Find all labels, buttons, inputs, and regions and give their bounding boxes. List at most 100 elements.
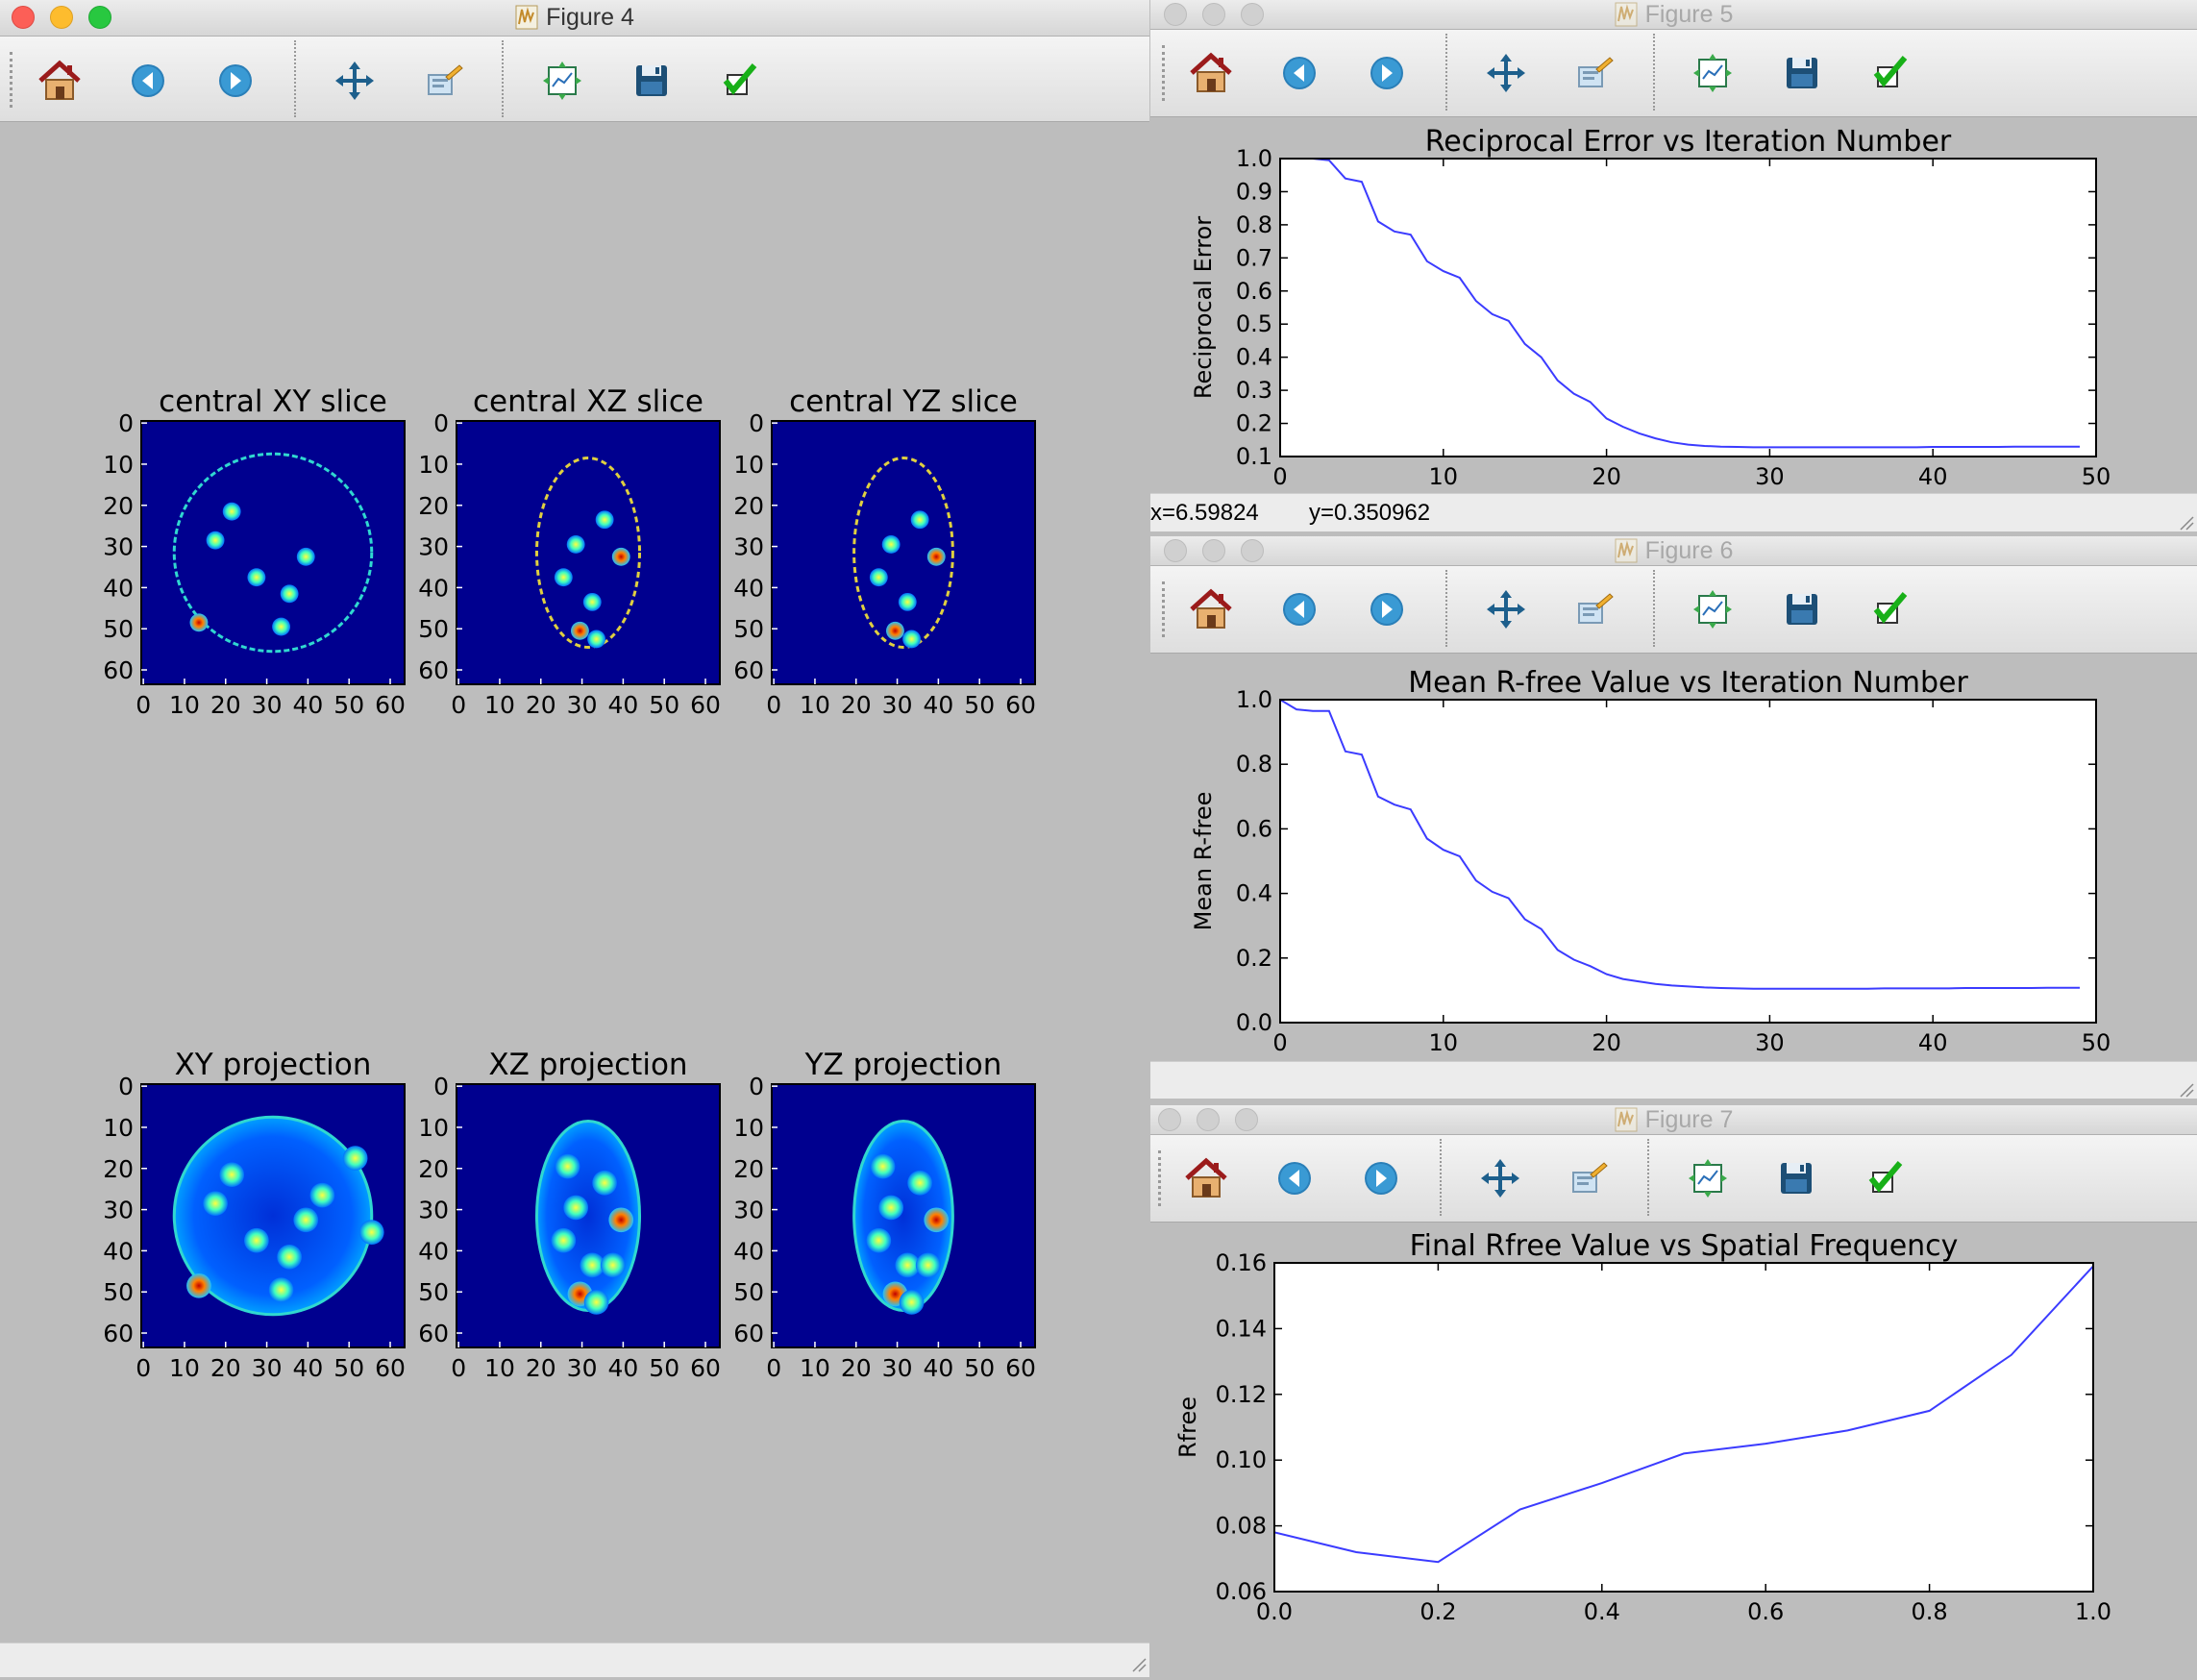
y-tick-label: 0.10 bbox=[1216, 1446, 1267, 1473]
figure7-window: Figure 7 0.0 0.2 0.4 0.6 0.8 1.0 0.06 0.08 0.10 0… bbox=[1150, 1105, 2197, 1676]
back-arrow-icon bbox=[1278, 1162, 1311, 1195]
image-panel[interactable] bbox=[771, 1083, 1036, 1348]
save-button[interactable] bbox=[625, 54, 679, 108]
y-tick-label: 30 bbox=[418, 533, 449, 561]
configure-subplots-button[interactable] bbox=[1562, 1151, 1616, 1205]
configure-subplots-button[interactable] bbox=[1568, 582, 1621, 636]
toolbar-grip[interactable] bbox=[10, 52, 18, 108]
close-button[interactable] bbox=[12, 6, 35, 29]
save-icon bbox=[1787, 594, 1817, 625]
minimize-button[interactable] bbox=[1202, 539, 1225, 562]
image-panel[interactable] bbox=[140, 420, 406, 685]
resize-grip-icon[interactable] bbox=[2177, 513, 2194, 531]
home-button[interactable] bbox=[33, 54, 86, 108]
cursor-y-readout: y=0.350962 bbox=[1309, 500, 1431, 526]
edit-check-button[interactable] bbox=[1858, 1151, 1912, 1205]
pan-button[interactable] bbox=[1479, 46, 1533, 100]
density-blob bbox=[358, 1220, 384, 1245]
zoom-rect-button[interactable] bbox=[1686, 46, 1740, 100]
toolbar-separator bbox=[1653, 570, 1655, 647]
back-arrow-button[interactable] bbox=[121, 54, 175, 108]
save-button[interactable] bbox=[1775, 582, 1829, 636]
density-blob bbox=[592, 1170, 617, 1196]
y-tick-label: 10 bbox=[418, 1114, 449, 1142]
x-tick-label: 20 bbox=[841, 1354, 872, 1382]
toolbar-grip[interactable] bbox=[1162, 581, 1171, 637]
zoom-rect-button[interactable] bbox=[1681, 1151, 1735, 1205]
density-blob bbox=[899, 1290, 925, 1315]
resize-grip-icon[interactable] bbox=[2177, 1080, 2194, 1098]
sample-outline bbox=[852, 457, 954, 649]
x-tick-label: 20 bbox=[210, 691, 241, 719]
save-button[interactable] bbox=[1769, 1151, 1823, 1205]
pan-button[interactable] bbox=[1479, 582, 1533, 636]
density-blob bbox=[247, 568, 266, 587]
home-button[interactable] bbox=[1184, 46, 1238, 100]
y-tick-label: 40 bbox=[103, 574, 134, 602]
figure6-window: Figure 6 0 10 20 30 40 50 0.0 0.2 0.4 0.6 0.8 1.0 Me… bbox=[1150, 536, 2197, 1099]
y-tick-label: 30 bbox=[418, 1197, 449, 1224]
zoom-button[interactable] bbox=[1241, 539, 1264, 562]
image-panel[interactable] bbox=[140, 1083, 406, 1348]
close-button[interactable] bbox=[1164, 3, 1187, 26]
density-blob bbox=[293, 1207, 319, 1233]
forward-arrow-button[interactable] bbox=[209, 54, 262, 108]
figure5-titlebar[interactable]: Figure 5 bbox=[1150, 0, 2197, 30]
x-tick-label: 0 bbox=[766, 691, 781, 719]
image-panel[interactable] bbox=[771, 420, 1036, 685]
plot-area[interactable] bbox=[1274, 1263, 2093, 1592]
zoom-button[interactable] bbox=[1235, 1108, 1258, 1131]
edit-check-button[interactable] bbox=[1863, 582, 1916, 636]
home-button[interactable] bbox=[1179, 1151, 1233, 1205]
configure-subplots-button[interactable] bbox=[417, 54, 471, 108]
plot-area[interactable] bbox=[1280, 159, 2096, 457]
zoom-rect-button[interactable] bbox=[1686, 582, 1740, 636]
minimize-button[interactable] bbox=[1202, 3, 1225, 26]
close-button[interactable] bbox=[1158, 1108, 1181, 1131]
figure6-titlebar[interactable]: Figure 6 bbox=[1150, 536, 2197, 566]
density-blob bbox=[203, 1191, 228, 1216]
resize-grip-icon[interactable] bbox=[1129, 1655, 1147, 1672]
edit-check-button[interactable] bbox=[712, 54, 766, 108]
y-tick-label: 30 bbox=[733, 1197, 764, 1224]
forward-arrow-button[interactable] bbox=[1360, 46, 1414, 100]
x-tick-label: 60 bbox=[690, 691, 721, 719]
forward-arrow-button[interactable] bbox=[1360, 582, 1414, 636]
x-tick-label: 40 bbox=[292, 691, 323, 719]
y-tick-label: 0.6 bbox=[1236, 278, 1272, 305]
pan-button[interactable] bbox=[1473, 1151, 1527, 1205]
density-blob bbox=[296, 547, 315, 566]
minimize-button[interactable] bbox=[1197, 1108, 1220, 1131]
save-button[interactable] bbox=[1775, 46, 1829, 100]
back-arrow-button[interactable] bbox=[1268, 1151, 1321, 1205]
density-blob bbox=[869, 568, 888, 587]
image-panel[interactable] bbox=[456, 1083, 721, 1348]
toolbar-grip[interactable] bbox=[1162, 45, 1171, 101]
density-blob bbox=[571, 621, 589, 640]
figure7-canvas: 0.0 0.2 0.4 0.6 0.8 1.0 0.06 0.08 0.10 0.12 0.14 0.… bbox=[1150, 1223, 2197, 1676]
image-panel[interactable] bbox=[456, 420, 721, 685]
back-arrow-button[interactable] bbox=[1272, 582, 1326, 636]
pan-button[interactable] bbox=[328, 54, 382, 108]
zoom-button[interactable] bbox=[1241, 3, 1264, 26]
plot-area[interactable] bbox=[1280, 700, 2096, 1023]
home-button[interactable] bbox=[1184, 582, 1238, 636]
back-arrow-button[interactable] bbox=[1272, 46, 1326, 100]
y-tick-label: 0.1 bbox=[1236, 443, 1272, 470]
minimize-button[interactable] bbox=[50, 6, 73, 29]
zoom-button[interactable] bbox=[88, 6, 111, 29]
figure7-titlebar[interactable]: Figure 7 bbox=[1150, 1105, 2197, 1135]
configure-subplots-button[interactable] bbox=[1568, 46, 1621, 100]
x-tick-label: 40 bbox=[923, 691, 953, 719]
x-tick-label: 0 bbox=[136, 1354, 151, 1382]
edit-check-icon bbox=[1873, 56, 1908, 87]
zoom-rect-button[interactable] bbox=[535, 54, 589, 108]
edit-check-button[interactable] bbox=[1863, 46, 1916, 100]
close-button[interactable] bbox=[1164, 539, 1187, 562]
panel-title: XY projection bbox=[175, 1048, 372, 1082]
figure4-titlebar[interactable]: Figure 4 bbox=[0, 0, 1149, 37]
y-axis-label: Mean R-free bbox=[1190, 792, 1217, 931]
toolbar-grip[interactable] bbox=[1158, 1150, 1167, 1206]
density-blob bbox=[608, 1207, 634, 1233]
forward-arrow-button[interactable] bbox=[1354, 1151, 1408, 1205]
